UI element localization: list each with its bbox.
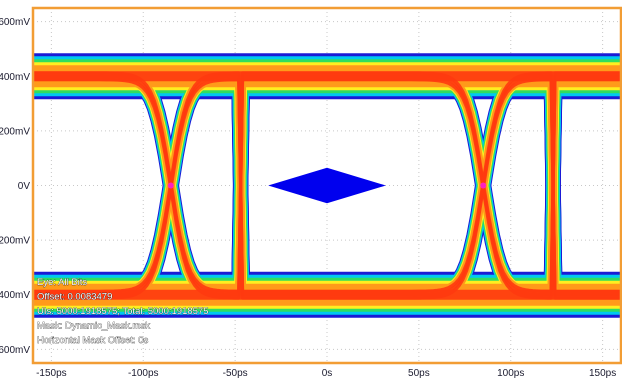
mask-region — [268, 167, 386, 204]
plot-frame — [31, 6, 622, 365]
y-tick-label: 0V — [18, 181, 31, 192]
y-tick-label: 600mV — [0, 17, 30, 28]
info-line: Mask: Dynamic_Mask.msk — [37, 321, 150, 332]
x-tick-label: 50ps — [408, 368, 430, 379]
x-tick-label: 100ps — [497, 368, 524, 379]
x-tick-label: -150ps — [36, 368, 67, 379]
y-tick-label: -600mV — [0, 345, 30, 356]
info-line: Horizontal Mask Offset: 0s — [37, 335, 148, 346]
x-tick-label: -100ps — [128, 368, 159, 379]
mask-diamond — [268, 167, 386, 204]
y-axis-tick-labels: 600mV 400mV 200mV 0V -200mV -400mV -600mV — [0, 17, 30, 356]
x-tick-label: 150ps — [589, 368, 616, 379]
x-tick-label: -50ps — [223, 368, 248, 379]
info-line: Offset: 0.0083479 — [37, 292, 112, 303]
eye-traces — [33, 53, 621, 318]
x-tick-label: 0s — [322, 368, 333, 379]
y-tick-label: 200mV — [0, 126, 30, 137]
info-line: UIs: 5000:1918575; Total: 5000:1918575 — [37, 306, 209, 317]
y-tick-label: -400mV — [0, 290, 30, 301]
y-tick-label: 400mV — [0, 72, 30, 83]
y-tick-label: -200mV — [0, 236, 30, 247]
x-axis-tick-labels: -150ps -100ps -50ps 0s 50ps 100ps 150ps — [36, 368, 616, 379]
crossing-point — [167, 182, 174, 189]
measurement-info-box: Eye: All Bits Offset: 0.0083479 UIs: 5000:… — [37, 277, 209, 347]
info-line: Eye: All Bits — [37, 277, 87, 288]
crossing-point — [480, 182, 487, 189]
